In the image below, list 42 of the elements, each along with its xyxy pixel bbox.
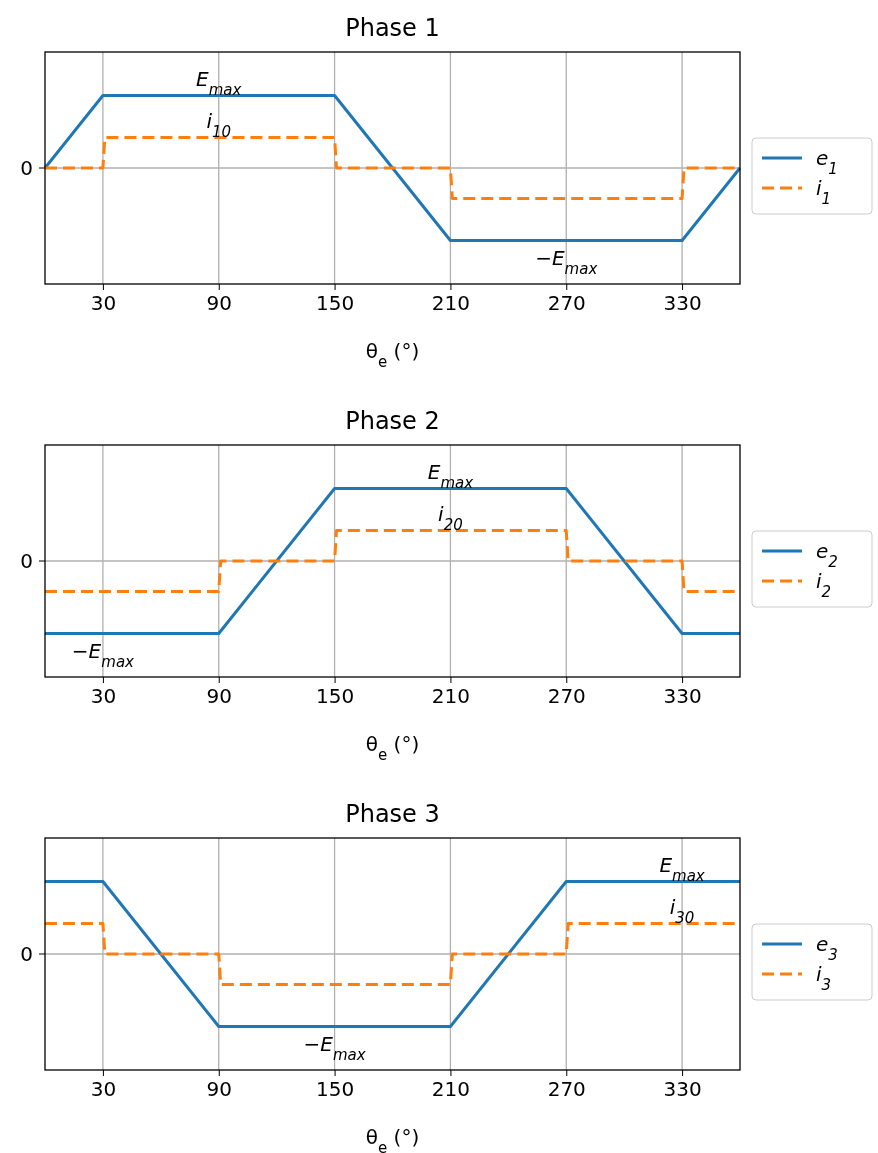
- x-tick-label: 270: [547, 291, 586, 316]
- legend-label: e$_{1}$: [816, 146, 838, 178]
- x-tick-label: 270: [547, 684, 586, 709]
- legend-label: i$_{1}$: [816, 176, 832, 208]
- annotation: E$_{max}$: [659, 852, 705, 885]
- annotation: E$_{max}$: [196, 66, 242, 99]
- x-tick-label: 30: [90, 1077, 117, 1102]
- annotation: −E$_{max}$: [71, 638, 135, 671]
- x-tick-label: 210: [431, 1077, 471, 1102]
- annotation: E$_{max}$: [427, 459, 474, 492]
- x-tick-label: 150: [315, 291, 355, 316]
- x-tick-label: 30: [90, 291, 117, 316]
- x-tick-label: 210: [431, 291, 471, 316]
- x-tick-label: 150: [315, 684, 355, 709]
- x-tick-label: 330: [663, 291, 702, 316]
- x-tick-label: 210: [431, 684, 471, 709]
- chart-title: Phase 2: [345, 407, 440, 435]
- x-tick-label: 90: [206, 1077, 232, 1102]
- x-axis-title: θ$_{e}$ (°): [365, 732, 420, 764]
- chart-title: Phase 1: [345, 14, 440, 42]
- chart-title: Phase 3: [345, 800, 440, 828]
- annotation: −E$_{max}$: [303, 1031, 366, 1064]
- annotation: −E$_{max}$: [535, 245, 598, 278]
- x-axis-title: θ$_{e}$ (°): [365, 339, 420, 371]
- legend-label: i$_{3}$: [816, 962, 832, 994]
- annotation: i$_{20}$: [438, 501, 463, 534]
- x-tick-label: 270: [547, 1077, 586, 1102]
- x-tick-label: 90: [206, 291, 232, 316]
- legend-label: i$_{2}$: [816, 569, 832, 601]
- x-tick-label: 330: [663, 684, 702, 709]
- x-axis-title: θ$_{e}$ (°): [365, 1125, 420, 1153]
- x-tick-label: 90: [206, 684, 232, 709]
- x-tick-label: 330: [663, 1077, 702, 1102]
- ref-line-label: 0: [20, 549, 33, 573]
- legend-label: e$_{3}$: [816, 932, 838, 964]
- annotation: i$_{30}$: [669, 894, 695, 927]
- x-tick-label: 150: [315, 1077, 355, 1102]
- annotation: i$_{10}$: [206, 108, 232, 141]
- x-tick-label: 30: [90, 684, 117, 709]
- ref-line-label: 0: [20, 942, 33, 966]
- legend-label: e$_{2}$: [816, 539, 838, 571]
- ref-line-label: 0: [20, 156, 33, 180]
